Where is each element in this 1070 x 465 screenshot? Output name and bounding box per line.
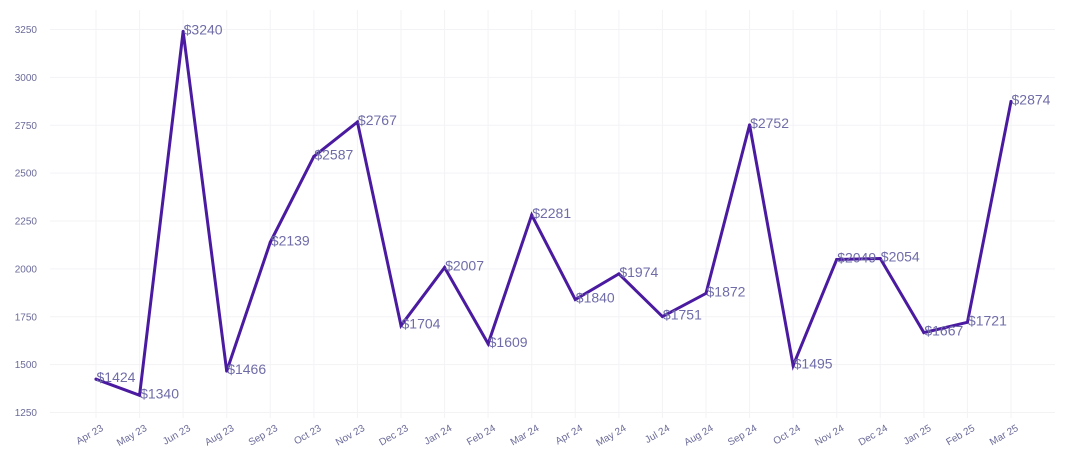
x-tick-label: Feb 25 [944,423,977,448]
data-label: $1424 [97,369,136,385]
x-tick-label: Jun 23 [161,423,193,448]
data-point [399,324,403,328]
data-label: $3240 [184,21,223,37]
y-tick-label: 2500 [15,169,38,180]
data-point [181,29,185,33]
data-label: $1872 [707,283,746,299]
x-tick-label: May 24 [594,423,628,449]
data-point [138,393,142,397]
y-tick-label: 2000 [15,264,38,275]
data-point [1009,100,1013,104]
x-tick-label: Dec 24 [857,423,890,449]
data-label: $1340 [140,385,179,401]
y-tick-label: 3000 [15,73,38,84]
data-point [312,154,316,158]
data-label: $1751 [663,307,702,323]
data-point [791,364,795,368]
x-tick-label: Sep 24 [726,423,759,449]
x-tick-label: May 23 [115,423,149,449]
y-tick-label: 1250 [15,408,38,419]
x-tick-label: Oct 23 [292,423,323,447]
data-point [748,123,752,127]
y-tick-label: 3250 [15,25,38,36]
data-point [660,315,664,319]
data-point [268,240,272,244]
x-tick-label: Feb 24 [465,423,498,448]
x-tick-label: Mar 24 [509,423,542,448]
data-label: $2007 [445,258,484,274]
y-tick-label: 2250 [15,217,38,228]
data-label: $1495 [794,356,833,372]
data-point [573,298,577,302]
series-line [94,31,1013,398]
y-tick-label: 1500 [15,360,38,371]
data-label: $2767 [358,112,397,128]
data-label: $2752 [750,115,789,131]
x-tick-label: Jul 24 [643,423,672,446]
x-tick-label: Aug 24 [683,423,716,449]
data-point [486,342,490,346]
data-point [878,257,882,261]
x-tick-label: Nov 24 [813,423,846,449]
data-label: $1609 [489,334,528,350]
x-axis: Apr 23 May 23 Jun 23 Aug 23 Sep 23 Oct 23 Nov … [74,423,1020,449]
data-label: $1667 [924,323,963,339]
x-tick-label: Nov 23 [334,423,367,449]
data-label: $1704 [402,316,441,332]
data-label: $1721 [968,312,1007,328]
data-labels: $1424$1340 $3240 $1466 $2139 $2587 $2767 $1704… [97,21,1051,401]
data-label: $2054 [881,249,920,265]
x-tick-label: Apr 24 [554,423,585,447]
data-point [225,369,229,373]
y-tick-label: 2750 [15,121,38,132]
data-point [443,266,447,270]
data-label: $2281 [532,205,571,221]
data-label: $2874 [1012,92,1051,108]
data-point [94,377,98,381]
data-label: $2049 [837,249,876,265]
x-tick-label: Sep 23 [247,423,280,449]
data-label: $1466 [227,361,266,377]
x-tick-label: Jan 24 [423,423,455,448]
data-label: $1974 [619,264,658,280]
series [94,29,1013,398]
y-axis: 1250 1500 1750 2000 2250 2500 2750 3000 3250 [15,25,38,419]
x-tick-label: Aug 23 [203,423,236,449]
data-point [835,257,839,261]
data-label: $2139 [271,232,310,248]
data-point [704,291,708,295]
x-tick-label: Dec 23 [378,423,411,449]
data-point [922,331,926,335]
data-point [965,320,969,324]
y-tick-label: 1750 [15,312,38,323]
x-tick-label: Oct 24 [772,423,803,447]
x-tick-label: Jan 25 [902,423,934,448]
data-point [355,120,359,124]
grid [50,10,1055,418]
x-tick-label: Apr 23 [74,423,105,447]
x-tick-label: Mar 25 [988,423,1021,448]
data-point [530,213,534,217]
data-label: $1840 [576,290,615,306]
data-point [617,272,621,276]
data-label: $2587 [314,146,353,162]
